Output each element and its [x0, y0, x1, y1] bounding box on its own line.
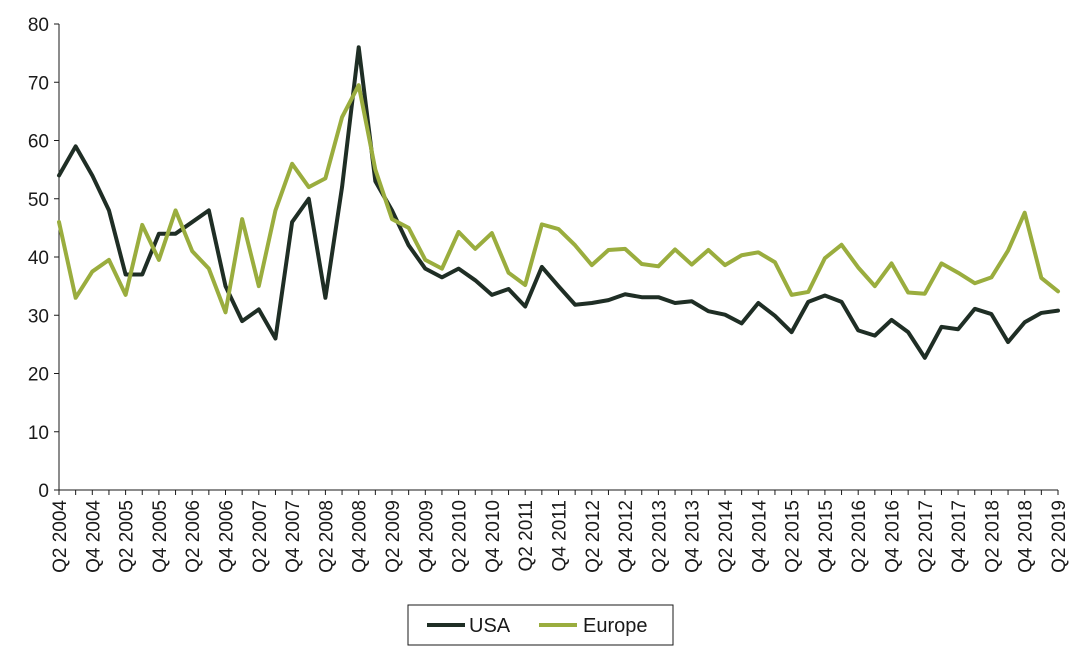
x-tick-label: Q2 2018 [982, 500, 1003, 573]
x-tick-label: Q2 2016 [849, 500, 870, 573]
x-axis: Q2 2004 Q4 2004 Q2 2005 Q4 2005 Q2 2006 Q4 20… [50, 489, 1070, 573]
x-tick-label: Q2 2005 [117, 500, 138, 573]
legend: USA Europe [407, 604, 674, 646]
x-tick-label: Q2 2017 [916, 500, 937, 573]
x-tick-label: Q2 2010 [450, 500, 471, 573]
x-tick-label: Q4 2014 [749, 500, 770, 573]
series-lines [57, 45, 1060, 360]
legend-label-usa: USA [469, 615, 511, 637]
x-tick-label: Q4 2004 [83, 500, 104, 573]
x-tick-label: Q2 2006 [183, 500, 204, 573]
legend-label-europe: Europe [583, 615, 648, 637]
x-tick-label: Q4 2010 [483, 500, 504, 573]
y-tick-label: 60 [28, 132, 49, 153]
x-tick-label: Q2 2011 [516, 500, 537, 571]
x-tick-label: Q4 2008 [350, 500, 371, 573]
x-tick-label: Q4 2016 [883, 500, 904, 573]
y-axis: 0 10 20 30 40 50 60 70 80 [28, 15, 60, 502]
x-tick-label: Q2 2013 [649, 500, 670, 573]
x-tick-label: Q4 2017 [949, 500, 970, 573]
x-tick-label: Q2 2019 [1049, 500, 1070, 573]
x-tick-label: Q4 2005 [150, 500, 171, 573]
series-line-europe [57, 83, 1060, 315]
x-tick-label: Q2 2007 [250, 500, 271, 573]
x-tick-label: Q2 2014 [716, 500, 737, 573]
x-tick-label: Q4 2013 [683, 500, 704, 573]
x-tick-label: Q2 2015 [783, 500, 804, 573]
x-tick-label: Q4 2007 [283, 500, 304, 573]
y-tick-label: 30 [28, 306, 49, 327]
y-tick-label: 10 [28, 423, 49, 444]
x-tick-label: Q2 2012 [583, 500, 604, 573]
y-tick-label: 40 [28, 248, 49, 269]
x-tick-label: Q2 2008 [316, 500, 337, 573]
x-tick-label: Q4 2015 [816, 500, 837, 573]
x-tick-label: Q4 2011 [550, 500, 571, 571]
series-line-usa [57, 45, 1060, 360]
y-tick-label: 0 [38, 481, 49, 502]
y-tick-label: 70 [28, 73, 49, 94]
x-tick-label: Q4 2018 [1016, 500, 1037, 573]
x-tick-label: Q2 2009 [383, 500, 404, 573]
y-tick-label: 80 [28, 15, 49, 36]
x-tick-label: Q4 2006 [217, 500, 238, 573]
y-tick-label: 20 [28, 365, 49, 386]
y-tick-label: 50 [28, 190, 49, 211]
x-tick-label: Q4 2012 [616, 500, 637, 573]
x-tick-label: Q2 2004 [50, 500, 71, 573]
x-tick-label: Q4 2009 [416, 500, 437, 573]
